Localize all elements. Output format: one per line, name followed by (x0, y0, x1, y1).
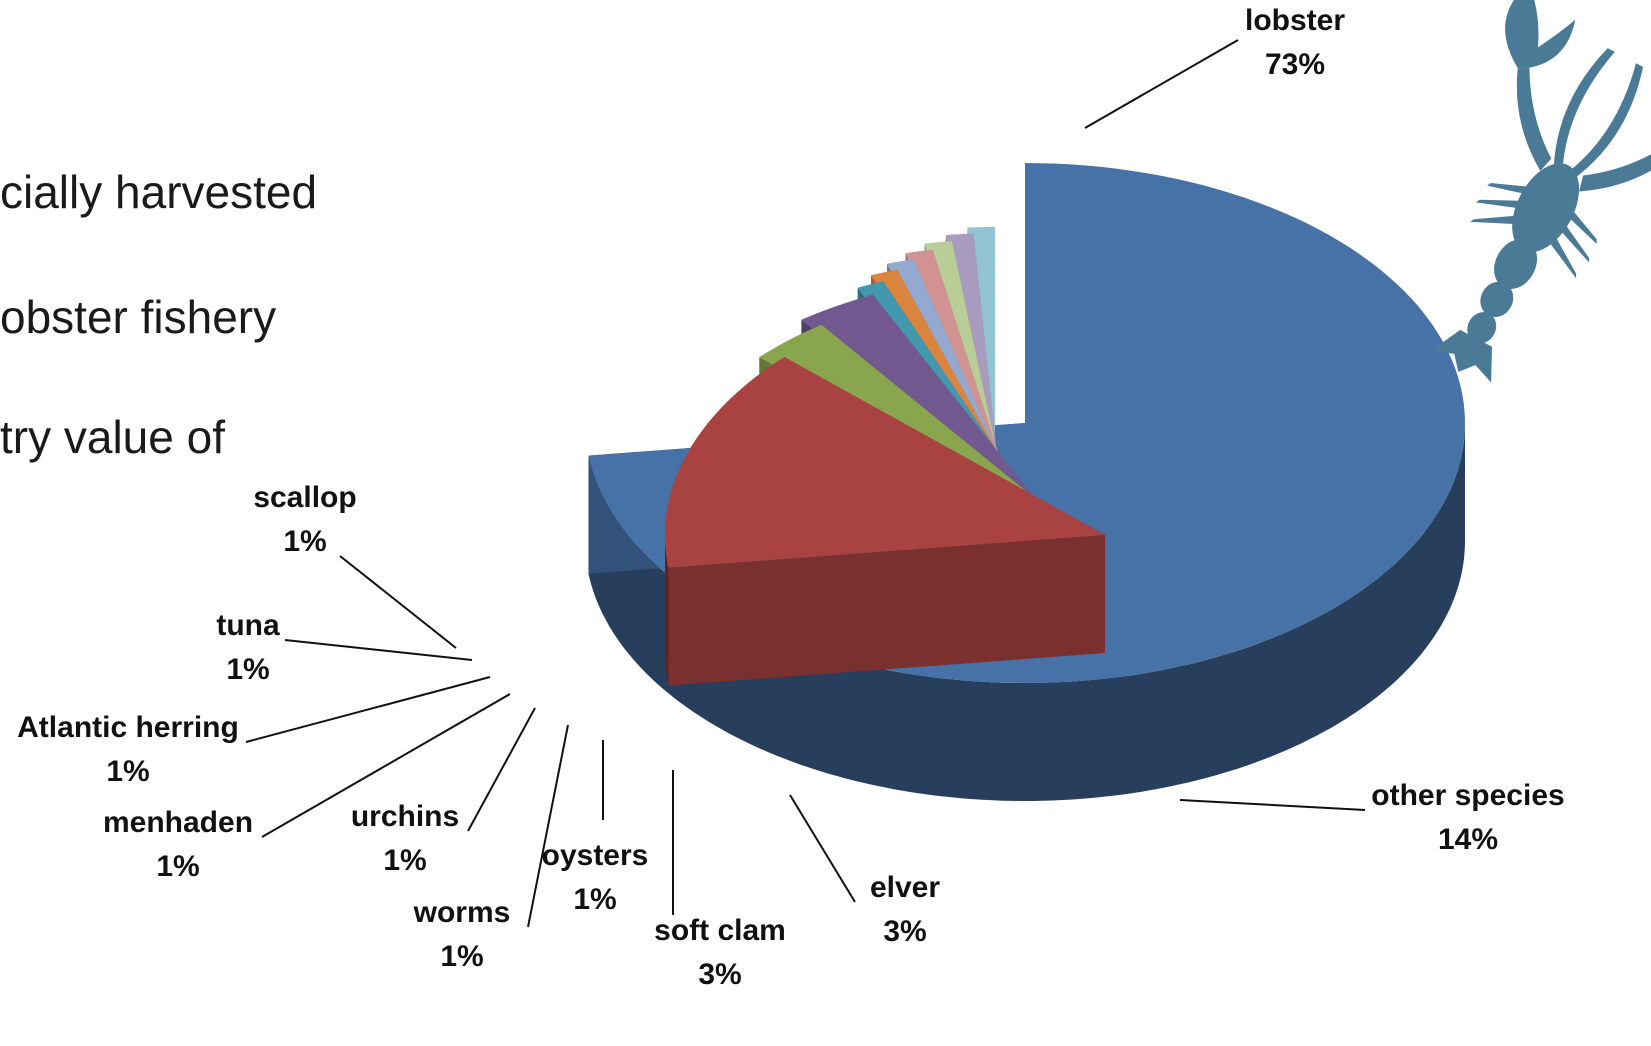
background-text-line-3: try value of (0, 411, 225, 463)
label-name-lobster: lobster (1245, 4, 1345, 37)
slice-wall-lobster (588, 423, 1465, 801)
label-name-oysters: oysters (542, 839, 649, 872)
label-pct-scallop: 1% (283, 525, 326, 558)
label-pct-oysters: 1% (573, 883, 616, 916)
label-pct-tuna: 1% (226, 653, 269, 686)
label-pct-softclam: 3% (698, 958, 741, 991)
label-pct-urchins: 1% (383, 844, 426, 877)
slice-top-other (665, 357, 1105, 568)
label-name-tuna: tuna (216, 609, 280, 642)
labels-layer: lobster 73% other species 14% elver 3% soft cl… (17, 4, 1565, 991)
label-name-urchins: urchins (351, 800, 459, 833)
background-text-line-1: cially harvested (0, 166, 318, 218)
label-pct-worms: 1% (440, 940, 483, 973)
leader-line-menhaden (261, 693, 511, 838)
leader-lines-layer (245, 39, 1366, 928)
slice-other (665, 357, 1105, 686)
label-pct-elver: 3% (883, 915, 926, 948)
slices-layer (588, 163, 1465, 801)
label-name-menhaden: menhaden (103, 806, 253, 839)
leader-line-tuna (284, 639, 473, 661)
leader-line-scallop (339, 555, 457, 649)
label-name-herring: Atlantic herring (17, 711, 239, 744)
background-text-line-2: obster fishery (0, 291, 277, 343)
leader-line-other (1179, 799, 1366, 811)
label-name-scallop: scallop (253, 481, 356, 514)
leader-line-worms (527, 724, 569, 928)
label-pct-lobster: 73% (1265, 48, 1325, 81)
lobster-icon (1431, 0, 1651, 383)
label-name-elver: elver (870, 871, 940, 904)
label-pct-herring: 1% (106, 755, 149, 788)
label-name-worms: worms (413, 896, 511, 929)
slice-wall-other (665, 535, 669, 686)
label-name-softclam: soft clam (654, 914, 786, 947)
label-name-other: other species (1371, 779, 1564, 812)
leader-line-urchins (467, 707, 536, 832)
leader-line-elver (789, 794, 856, 903)
leader-line-lobster (1084, 39, 1239, 129)
leader-line-herring (245, 676, 491, 743)
label-pct-menhaden: 1% (156, 850, 199, 883)
label-pct-other: 14% (1438, 823, 1498, 856)
